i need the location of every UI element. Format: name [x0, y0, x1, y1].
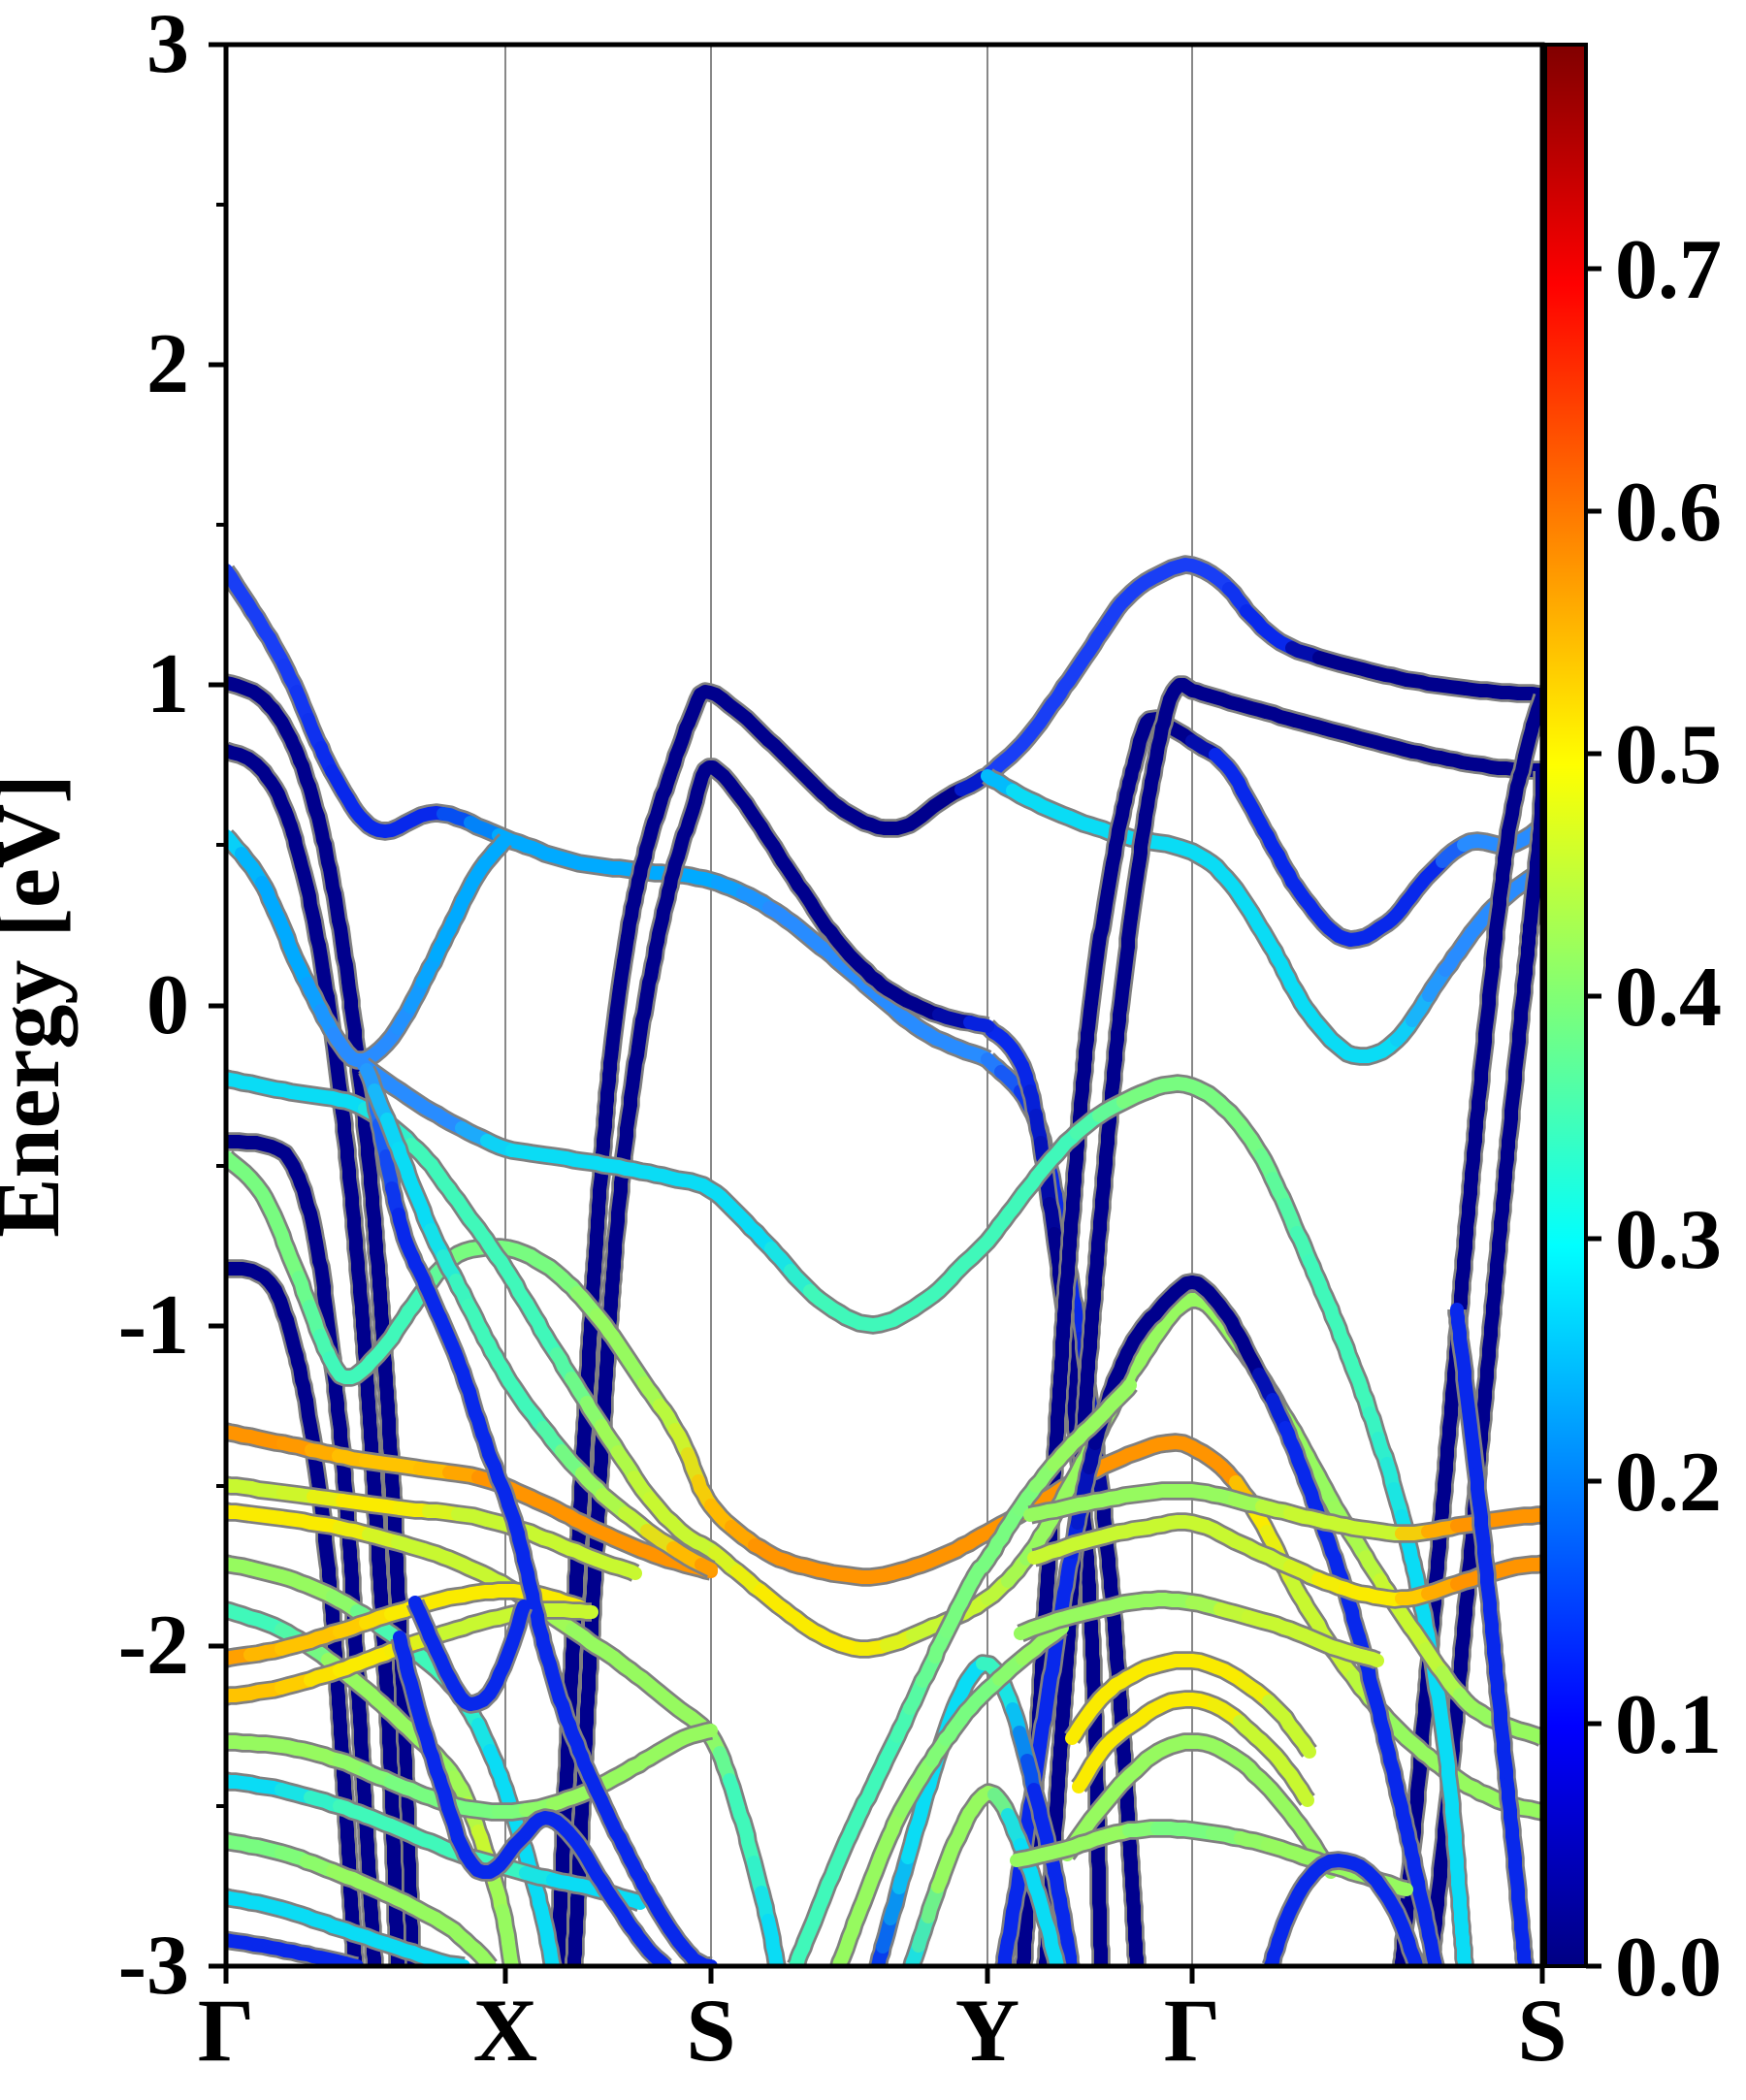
svg-text:Γ: Γ — [198, 1981, 255, 2080]
svg-text:Γ: Γ — [1164, 1981, 1221, 2080]
svg-text:0.3: 0.3 — [1615, 1193, 1722, 1287]
svg-text:1: 1 — [146, 637, 189, 731]
svg-text:0: 0 — [146, 958, 189, 1052]
svg-text:0.5: 0.5 — [1615, 708, 1722, 802]
svg-text:0.1: 0.1 — [1615, 1678, 1722, 1772]
svg-text:2: 2 — [146, 317, 189, 411]
svg-text:X: X — [473, 1981, 537, 2080]
svg-text:-3: -3 — [118, 1919, 189, 2013]
svg-text:-1: -1 — [118, 1278, 189, 1373]
svg-text:S: S — [1517, 1981, 1567, 2080]
svg-text:0.6: 0.6 — [1615, 466, 1722, 560]
svg-text:Energy [eV]: Energy [eV] — [0, 774, 78, 1238]
svg-text:0.0: 0.0 — [1615, 1921, 1722, 2015]
svg-text:0.2: 0.2 — [1615, 1436, 1722, 1530]
svg-text:3: 3 — [146, 0, 189, 91]
svg-text:0.7: 0.7 — [1615, 223, 1722, 317]
svg-text:0.4: 0.4 — [1615, 951, 1722, 1045]
svg-text:Y: Y — [955, 1981, 1019, 2080]
svg-text:S: S — [686, 1981, 735, 2080]
svg-text:-2: -2 — [118, 1599, 189, 1693]
